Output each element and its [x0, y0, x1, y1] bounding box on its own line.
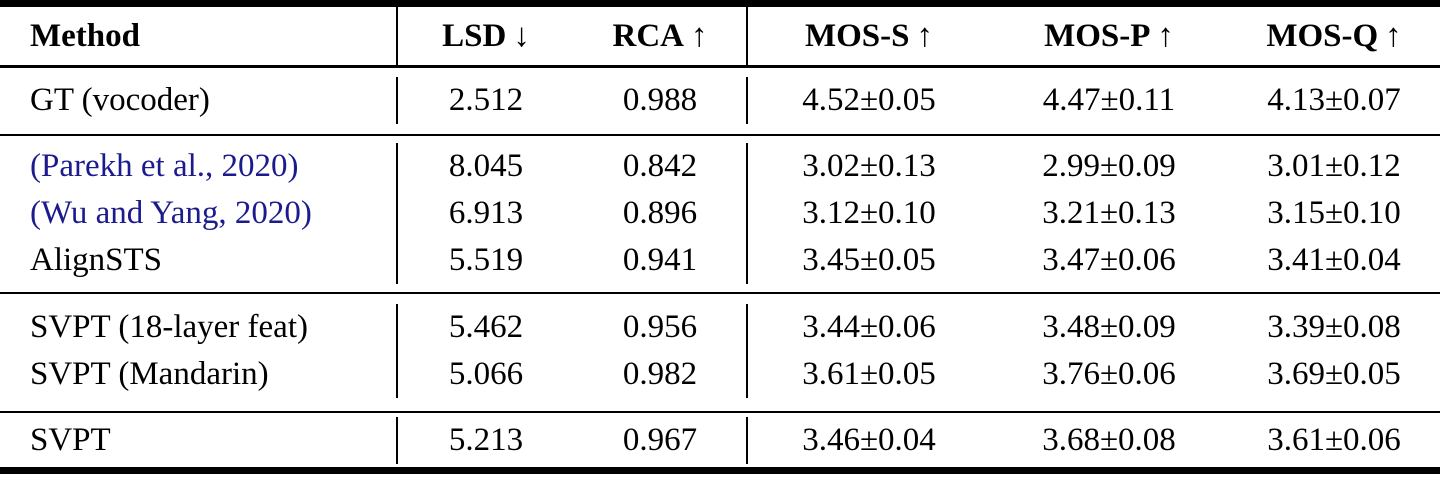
table-row: GT (vocoder) 2.512 0.988 4.52±0.05 4.47±…: [0, 77, 1440, 124]
column-header-mos-q-label: MOS-Q: [1266, 18, 1379, 54]
cell-lsd: 5.519: [396, 237, 574, 284]
cell-rca: 0.842: [622, 148, 698, 184]
cell-mos-q: 3.39±0.08: [1267, 309, 1401, 345]
cell-mos-s: 3.02±0.13: [746, 143, 990, 190]
cell-mos-p: 2.99±0.09: [1042, 148, 1176, 184]
cell-mos-p: 3.68±0.08: [1042, 422, 1176, 458]
table-row: (Wu and Yang, 2020) 6.913 0.896 3.12±0.1…: [0, 190, 1440, 237]
cell-rca: 0.956: [622, 309, 698, 345]
header-row: Method LSD ↓ RCA ↑ MOS-S ↑ MOS-P ↑ MOS-Q ↑: [0, 7, 1440, 65]
table-row: SVPT (Mandarin) 5.066 0.982 3.61±0.05 3.…: [0, 351, 1440, 398]
row-group-svpt-final: SVPT 5.213 0.967 3.46±0.04 3.68±0.08 3.6…: [0, 413, 1440, 467]
cell-method: GT (vocoder): [30, 82, 210, 118]
cell-rca: 0.941: [622, 242, 698, 278]
column-header-mos-p-label: MOS-P: [1044, 18, 1151, 54]
up-arrow-icon: ↑: [916, 18, 934, 54]
row-group-baselines: (Parekh et al., 2020) 8.045 0.842 3.02±0…: [0, 136, 1440, 294]
cell-rca: 0.896: [622, 195, 698, 231]
column-header-mos-s-label: MOS-S: [804, 18, 910, 54]
row-group-ground-truth: GT (vocoder) 2.512 0.988 4.52±0.05 4.47±…: [0, 68, 1440, 136]
cell-mos-p: 3.21±0.13: [1042, 195, 1176, 231]
column-header-mos-s: MOS-S ↑: [746, 7, 990, 65]
column-header-mos-p: MOS-P ↑: [990, 7, 1228, 65]
cell-mos-q: 3.01±0.12: [1267, 148, 1401, 184]
cell-rca: 0.967: [622, 422, 698, 458]
cell-method: (Wu and Yang, 2020): [0, 190, 396, 237]
cell-lsd: 5.066: [396, 351, 574, 398]
cell-mos-q: 3.61±0.06: [1267, 422, 1401, 458]
column-header-mos-q: MOS-Q ↑: [1228, 7, 1440, 65]
column-header-lsd-label: LSD: [442, 18, 507, 54]
cell-mos-p: 4.47±0.11: [1042, 82, 1176, 118]
cell-mos-q: 3.15±0.10: [1267, 195, 1401, 231]
cell-mos-p: 3.76±0.06: [1042, 356, 1176, 392]
table-header: Method LSD ↓ RCA ↑ MOS-S ↑ MOS-P ↑ MOS-Q ↑: [0, 7, 1440, 68]
cell-method: SVPT: [30, 422, 111, 458]
cell-mos-s: 3.44±0.06: [746, 304, 990, 351]
cell-lsd: 6.913: [396, 190, 574, 237]
citation-link-parekh-2020[interactable]: (Parekh et al., 2020): [30, 148, 299, 184]
cell-lsd: 5.213: [396, 417, 574, 464]
column-header-lsd: LSD ↓: [396, 7, 574, 65]
cell-method: SVPT (Mandarin): [30, 356, 269, 392]
cell-lsd: 2.512: [396, 77, 574, 124]
cell-mos-s: 4.52±0.05: [746, 77, 990, 124]
cell-mos-q: 4.13±0.07: [1267, 82, 1401, 118]
row-group-svpt-variants: SVPT (18-layer feat) 5.462 0.956 3.44±0.…: [0, 294, 1440, 413]
cell-mos-s: 3.61±0.05: [746, 351, 990, 398]
cell-rca: 0.988: [622, 82, 698, 118]
cell-method: AlignSTS: [30, 242, 163, 278]
column-header-rca: RCA ↑: [574, 7, 746, 65]
cell-lsd: 5.462: [396, 304, 574, 351]
table-row: SVPT 5.213 0.967 3.46±0.04 3.68±0.08 3.6…: [0, 417, 1440, 464]
table-row: (Parekh et al., 2020) 8.045 0.842 3.02±0…: [0, 143, 1440, 190]
table-row: AlignSTS 5.519 0.941 3.45±0.05 3.47±0.06…: [0, 237, 1440, 284]
cell-mos-q: 3.41±0.04: [1267, 242, 1401, 278]
up-arrow-icon: ↑: [691, 18, 708, 54]
cell-mos-s: 3.46±0.04: [746, 417, 990, 464]
column-header-rca-label: RCA: [612, 18, 685, 54]
cell-rca: 0.982: [622, 356, 698, 392]
up-arrow-icon: ↑: [1385, 18, 1402, 54]
cell-mos-s: 3.12±0.10: [746, 190, 990, 237]
cell-mos-p: 3.48±0.09: [1042, 309, 1176, 345]
down-arrow-icon: ↓: [513, 18, 530, 54]
cell-lsd: 8.045: [396, 143, 574, 190]
cell-mos-p: 3.47±0.06: [1042, 242, 1176, 278]
table-row: SVPT (18-layer feat) 5.462 0.956 3.44±0.…: [0, 304, 1440, 351]
cell-mos-q: 3.69±0.05: [1267, 356, 1401, 392]
citation-link-wu-yang-2020[interactable]: (Wu and Yang, 2020): [30, 195, 312, 231]
cell-method: (Parekh et al., 2020): [0, 143, 396, 190]
up-arrow-icon: ↑: [1157, 18, 1174, 54]
cell-mos-s: 3.45±0.05: [746, 237, 990, 284]
cell-method: SVPT (18-layer feat): [30, 309, 308, 345]
column-header-method: Method: [30, 18, 140, 54]
